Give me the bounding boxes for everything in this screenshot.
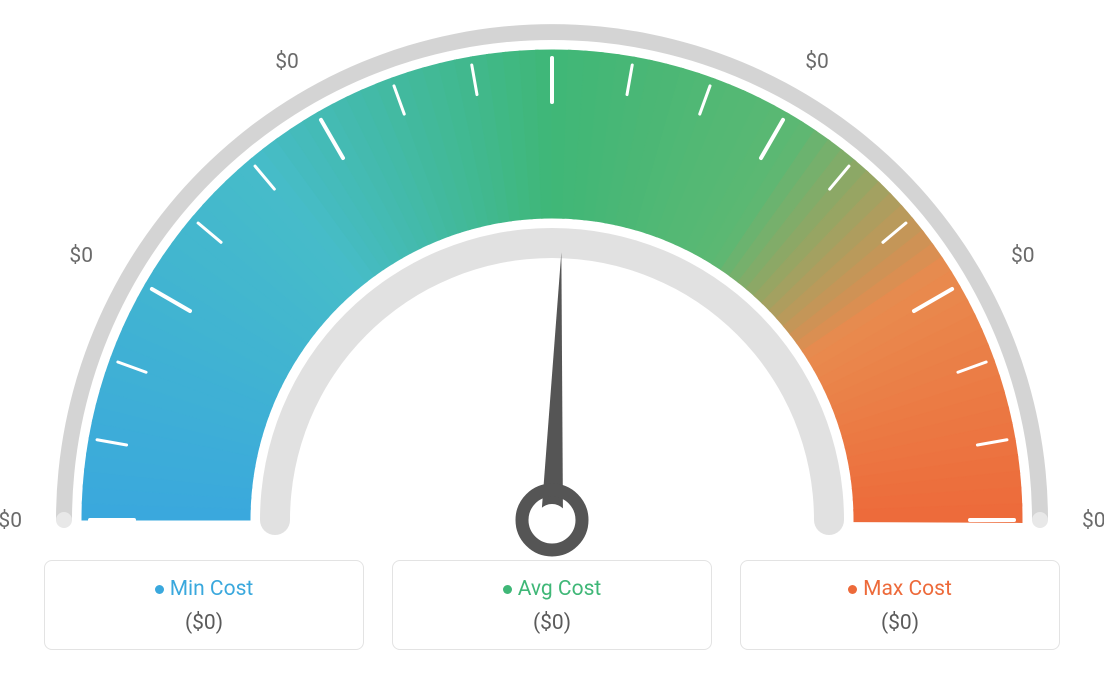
gauge-svg: $0 $0 $0 $0 $0 $0 $0 bbox=[0, 0, 1104, 560]
legend-title-max: Max Cost bbox=[848, 577, 952, 601]
legend-title-avg: Avg Cost bbox=[503, 577, 602, 601]
legend-card-avg: Avg Cost ($0) bbox=[392, 560, 712, 650]
legend-dot-min bbox=[155, 585, 164, 594]
legend-value-avg: ($0) bbox=[393, 611, 711, 635]
gauge-tick-label: $0 bbox=[0, 509, 22, 533]
legend-label-avg: Avg Cost bbox=[518, 577, 602, 601]
legend-label-max: Max Cost bbox=[863, 577, 952, 601]
gauge-tick-label: $0 bbox=[1011, 244, 1035, 268]
legend-card-max: Max Cost ($0) bbox=[740, 560, 1060, 650]
gauge-tick-label: $0 bbox=[805, 50, 829, 74]
gauge-tick-label: $0 bbox=[1082, 509, 1104, 533]
legend-dot-max bbox=[848, 585, 857, 594]
legend-dot-avg bbox=[503, 585, 512, 594]
legend-label-min: Min Cost bbox=[170, 577, 254, 601]
legend-value-max: ($0) bbox=[741, 611, 1059, 635]
gauge-chart: $0 $0 $0 $0 $0 $0 $0 bbox=[0, 0, 1104, 560]
gauge-needle bbox=[541, 252, 563, 520]
gauge-tick-label: $0 bbox=[540, 0, 564, 3]
legend-card-min: Min Cost ($0) bbox=[44, 560, 364, 650]
gauge-tick-label: $0 bbox=[275, 50, 299, 74]
legend-title-min: Min Cost bbox=[155, 577, 254, 601]
gauge-tick-label: $0 bbox=[69, 244, 93, 268]
legend-value-min: ($0) bbox=[45, 611, 363, 635]
legend-row: Min Cost ($0) Avg Cost ($0) Max Cost ($0… bbox=[0, 560, 1104, 650]
